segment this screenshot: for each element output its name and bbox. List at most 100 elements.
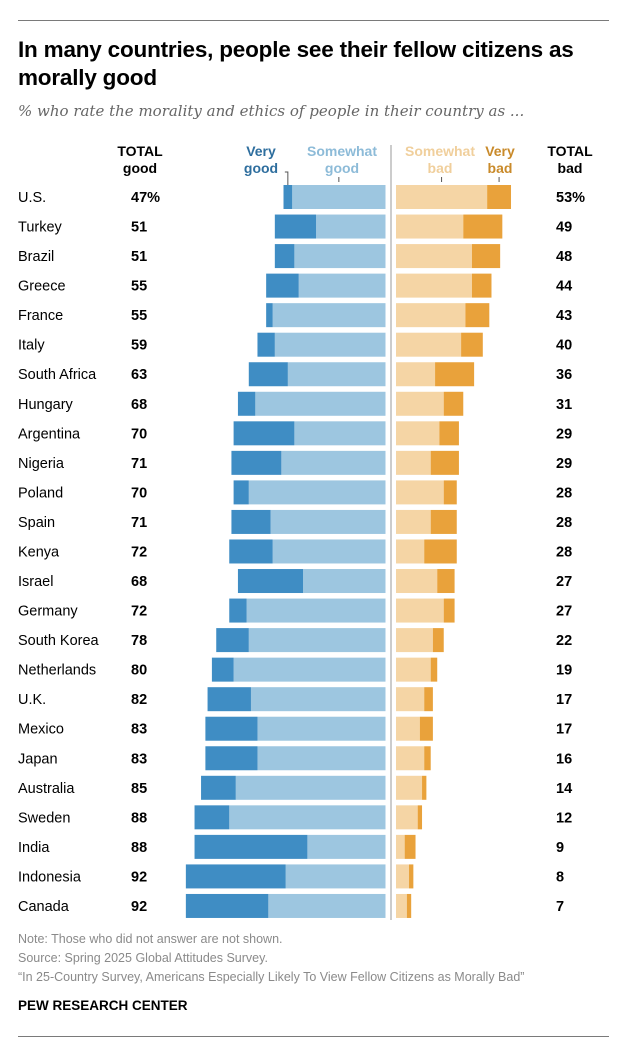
country-label: Netherlands	[18, 663, 96, 679]
total-bad-label: 44	[556, 279, 572, 295]
bar-somewhat-good	[229, 805, 386, 830]
bar-somewhat-bad	[396, 746, 425, 771]
country-label: South Korea	[18, 633, 100, 649]
bar-very-bad	[424, 746, 431, 771]
total-bad-label: 16	[556, 751, 572, 767]
bar-very-bad	[443, 598, 455, 623]
bar-very-bad	[424, 687, 433, 712]
bar-very-good	[194, 805, 230, 830]
total-good-label: 72	[131, 544, 147, 560]
country-label: India	[18, 840, 50, 856]
legend-very-good-line2: good	[243, 160, 279, 176]
country-label: Sweden	[18, 810, 70, 826]
legend-very-good-line1: Very	[246, 143, 276, 159]
header-total-bad: TOTAL bad	[540, 143, 600, 177]
bar-somewhat-good	[294, 421, 386, 446]
total-good-label: 51	[131, 249, 147, 265]
total-good-label: 88	[131, 840, 147, 856]
bar-somewhat-good	[233, 657, 386, 682]
bar-very-good	[229, 539, 273, 564]
bar-very-good	[237, 391, 256, 416]
bar-somewhat-good	[294, 244, 386, 269]
bar-very-good	[266, 273, 299, 298]
country-label: Turkey	[18, 220, 63, 236]
total-good-label: 82	[131, 692, 147, 708]
bar-very-good	[185, 864, 286, 889]
total-good-label: 72	[131, 604, 147, 620]
bar-somewhat-good	[248, 480, 386, 505]
bar-very-good	[216, 628, 249, 653]
bar-very-bad	[409, 864, 414, 889]
country-label: Brazil	[18, 249, 54, 265]
country-label: Australia	[18, 781, 75, 797]
legend-tick-very-good	[284, 171, 289, 185]
bar-somewhat-bad	[396, 775, 423, 800]
country-label: Argentina	[18, 426, 81, 442]
bar-somewhat-good	[287, 362, 386, 387]
report-title-text: “In 25-Country Survey, Americans Especia…	[18, 970, 525, 984]
total-good-label: 71	[131, 456, 147, 472]
bar-very-good	[233, 421, 295, 446]
bar-very-bad	[487, 185, 512, 209]
total-good-label: 88	[131, 810, 147, 826]
bar-very-good	[207, 687, 251, 712]
total-bad-label: 19	[556, 663, 572, 679]
bar-somewhat-good	[307, 834, 386, 859]
bar-very-bad	[430, 657, 438, 682]
top-rule	[18, 20, 609, 21]
total-good-label: 78	[131, 633, 147, 649]
total-bad-label: 36	[556, 367, 572, 383]
country-label: U.S.	[18, 190, 46, 206]
bar-somewhat-good	[272, 539, 386, 564]
total-bad-label: 22	[556, 633, 572, 649]
total-bad-label: 29	[556, 426, 572, 442]
bar-very-good	[229, 598, 247, 623]
bar-very-bad	[417, 805, 423, 830]
bar-very-good	[233, 480, 249, 505]
pew-brand: PEW RESEARCH CENTER	[18, 998, 188, 1013]
bottom-rule	[18, 1036, 609, 1037]
total-good-label: 55	[131, 279, 147, 295]
bar-somewhat-bad	[396, 569, 438, 594]
bar-somewhat-bad	[396, 450, 431, 475]
legend-very-good: Very good	[236, 143, 286, 177]
total-good-label: 80	[131, 663, 147, 679]
total-bad-label: 12	[556, 810, 572, 826]
bar-somewhat-good	[248, 628, 386, 653]
country-label: Mexico	[18, 722, 64, 738]
total-bad-label: 14	[556, 781, 572, 797]
bar-somewhat-bad	[396, 421, 440, 446]
country-label: Spain	[18, 515, 55, 531]
total-good-label: 59	[131, 338, 147, 354]
bar-somewhat-bad	[396, 391, 444, 416]
bar-somewhat-good	[316, 214, 386, 239]
total-bad-label: 49	[556, 220, 572, 236]
bar-somewhat-good	[246, 598, 386, 623]
bar-very-good	[248, 362, 288, 387]
total-bad-label: 28	[556, 544, 572, 560]
total-good-label: 71	[131, 515, 147, 531]
bar-very-bad	[439, 421, 459, 446]
bar-very-bad	[424, 539, 457, 564]
total-good-label: 70	[131, 485, 147, 501]
country-label: Germany	[18, 604, 78, 620]
bar-very-good	[194, 834, 308, 859]
bar-very-bad	[443, 480, 457, 505]
country-label: Greece	[18, 279, 66, 295]
total-bad-label: 17	[556, 722, 572, 738]
bar-somewhat-bad	[396, 834, 405, 859]
legend-somewhat-good: Somewhat good	[298, 143, 386, 177]
bar-very-good	[266, 303, 273, 328]
legend-very-bad-line2: bad	[487, 160, 513, 176]
bar-somewhat-bad	[396, 539, 425, 564]
bar-somewhat-bad	[396, 273, 472, 298]
bar-very-bad	[437, 569, 455, 594]
bar-very-bad	[461, 332, 483, 357]
bar-somewhat-bad	[396, 598, 444, 623]
total-bad-label: 17	[556, 692, 572, 708]
country-label: U.K.	[18, 692, 46, 708]
bar-very-good	[274, 244, 295, 269]
country-label: Israel	[18, 574, 53, 590]
country-label: Japan	[18, 751, 58, 767]
